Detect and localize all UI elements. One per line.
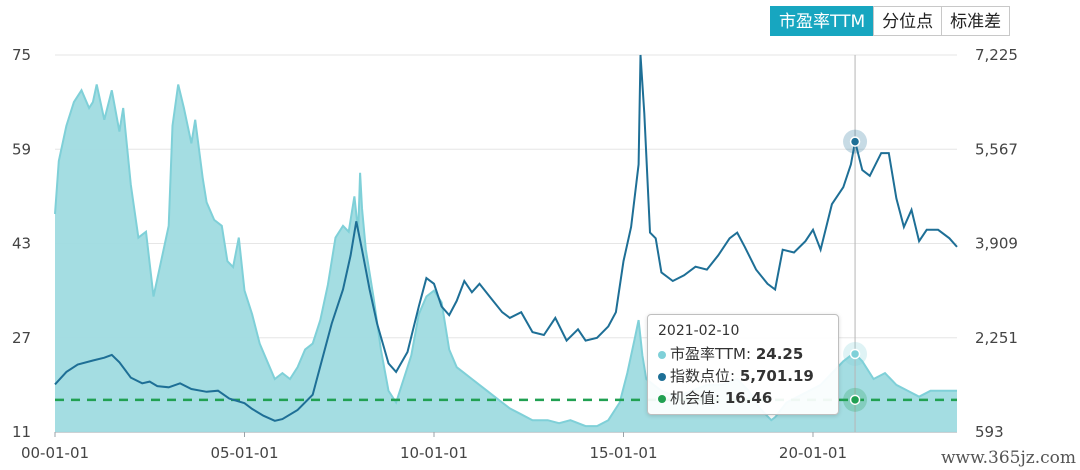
tooltip-row-pe: 市盈率TTM: 24.25 bbox=[658, 343, 828, 365]
pe-dot-icon bbox=[658, 350, 666, 359]
index-dot-icon bbox=[658, 372, 666, 381]
x-tick-label: 00-01-01 bbox=[21, 444, 89, 462]
right-tick-label: 3,909 bbox=[975, 235, 1018, 253]
axis-labels: 75 7,225 59 5,567 43 3,909 27 2,251 11 593 00-01-0… bbox=[12, 46, 1018, 462]
opportunity-marker bbox=[849, 394, 861, 406]
tooltip-pe-value: 24.25 bbox=[755, 345, 804, 363]
tab-percentile[interactable]: 分位点 bbox=[873, 6, 943, 36]
watermark: www.365jz.com bbox=[941, 448, 1076, 468]
tooltip: 2021-02-10 市盈率TTM: 24.25 指数点位: 5,701.19 … bbox=[647, 314, 839, 415]
tooltip-index-label: 指数点位 bbox=[670, 367, 731, 385]
x-tick-label: 05-01-01 bbox=[210, 444, 278, 462]
index-marker bbox=[849, 136, 861, 147]
pe-line bbox=[54, 84, 957, 428]
tooltip-pe-sep: : bbox=[746, 345, 756, 363]
x-tick-label: 10-01-01 bbox=[400, 444, 468, 462]
right-tick-label: 593 bbox=[975, 423, 1004, 441]
tab-std-dev[interactable]: 标准差 bbox=[941, 6, 1011, 36]
opportunity-dot-icon bbox=[658, 394, 666, 403]
right-tick-label: 5,567 bbox=[975, 140, 1018, 158]
x-tick-label: 15-01-01 bbox=[589, 444, 657, 462]
left-tick-label: 11 bbox=[12, 423, 31, 441]
metric-tabs: 市盈率TTM 分位点 标准差 bbox=[770, 6, 1011, 36]
x-tick-label: 20-01-01 bbox=[779, 444, 847, 462]
right-tick-label: 7,225 bbox=[975, 46, 1018, 64]
tooltip-opportunity-sep: : bbox=[715, 389, 725, 407]
pe-marker bbox=[849, 348, 861, 360]
tooltip-date: 2021-02-10 bbox=[658, 323, 740, 339]
tooltip-opportunity-value: 16.46 bbox=[724, 389, 773, 407]
tab-pe-ttm[interactable]: 市盈率TTM bbox=[770, 6, 875, 36]
index-line bbox=[54, 54, 958, 422]
left-tick-label: 27 bbox=[12, 329, 31, 347]
left-tick-label: 75 bbox=[12, 46, 31, 64]
tooltip-opportunity-label: 机会值 bbox=[670, 389, 716, 407]
tooltip-row-opportunity: 机会值: 16.46 bbox=[658, 387, 828, 409]
tooltip-index-sep: : bbox=[730, 367, 740, 385]
tooltip-pe-label: 市盈率TTM bbox=[670, 345, 747, 363]
right-tick-label: 2,251 bbox=[975, 329, 1018, 347]
left-tick-label: 59 bbox=[12, 140, 31, 158]
chart-marks bbox=[54, 54, 958, 432]
left-tick-label: 43 bbox=[12, 235, 31, 253]
tooltip-row-index: 指数点位: 5,701.19 bbox=[658, 365, 828, 387]
tooltip-index-value: 5,701.19 bbox=[739, 367, 814, 385]
